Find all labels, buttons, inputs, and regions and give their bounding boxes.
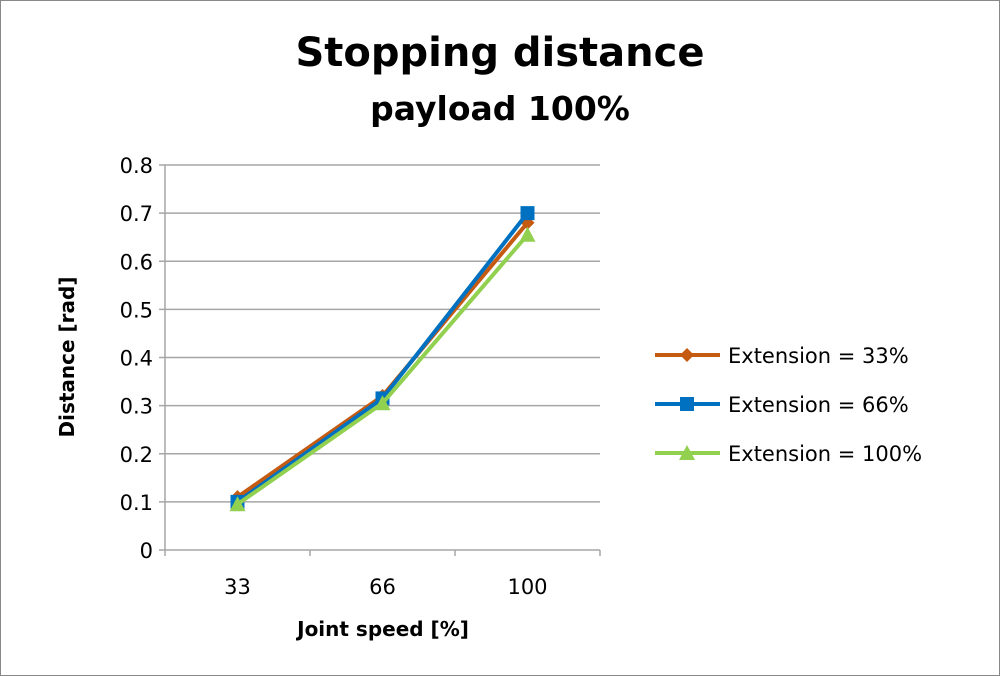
series-line	[236, 221, 530, 499]
marker-triangle	[229, 496, 246, 512]
legend-item: Extension = 66%	[655, 393, 909, 417]
x-tick-label: 66	[369, 575, 396, 599]
y-tick-label: 0.4	[120, 347, 153, 371]
chart-subtitle: payload 100%	[370, 89, 630, 128]
series-3	[229, 226, 536, 512]
y-tick-label: 0.8	[120, 154, 153, 178]
y-tick-label: 0.1	[120, 491, 153, 515]
x-tick-label: 100	[507, 575, 547, 599]
marker-diamond	[680, 348, 694, 362]
y-tick-label: 0.6	[120, 250, 153, 274]
marker-triangle	[679, 445, 695, 460]
marker-square	[680, 397, 694, 411]
legend-item: Extension = 33%	[655, 344, 909, 368]
series-1	[230, 215, 535, 505]
y-axis-label: Distance [rad]	[55, 277, 79, 438]
legend-label: Extension = 66%	[728, 393, 909, 417]
y-tick-label: 0.2	[120, 443, 153, 467]
legend-item: Extension = 100%	[655, 442, 922, 466]
legend-label: Extension = 100%	[728, 442, 922, 466]
marker-square	[520, 206, 535, 221]
marker-triangle	[519, 226, 536, 242]
y-tick-label: 0.3	[120, 395, 153, 419]
y-tick-label: 0	[140, 539, 153, 563]
y-tick-label: 0.7	[120, 202, 153, 226]
legend-label: Extension = 33%	[728, 344, 909, 368]
marker-triangle	[374, 395, 391, 411]
x-axis-label: Joint speed [%]	[295, 617, 469, 641]
x-tick-label: 33	[224, 575, 251, 599]
y-tick-label: 0.5	[120, 298, 153, 322]
chart-title: Stopping distance	[295, 30, 704, 76]
